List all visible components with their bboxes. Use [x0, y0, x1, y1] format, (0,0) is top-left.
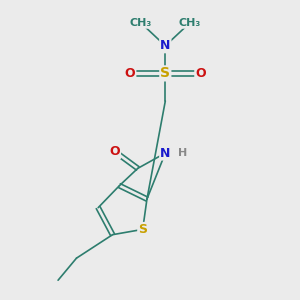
Text: CH₃: CH₃ [179, 18, 201, 28]
Text: O: O [110, 145, 120, 158]
Text: O: O [195, 67, 206, 80]
Text: N: N [160, 147, 170, 160]
Text: S: S [138, 223, 147, 236]
Text: N: N [160, 39, 170, 52]
Text: H: H [178, 148, 187, 158]
Text: S: S [160, 66, 170, 80]
Text: CH₃: CH₃ [130, 18, 152, 28]
Text: O: O [125, 67, 135, 80]
